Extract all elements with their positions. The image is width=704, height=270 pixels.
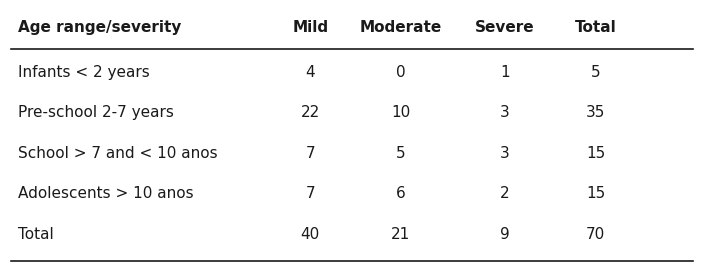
Text: 70: 70 [586,227,605,242]
Text: 3: 3 [500,146,510,161]
Text: 9: 9 [500,227,510,242]
Text: 4: 4 [306,65,315,80]
Text: Infants < 2 years: Infants < 2 years [18,65,150,80]
Text: 6: 6 [396,186,406,201]
Text: 5: 5 [396,146,406,161]
Text: 35: 35 [586,105,605,120]
Text: 3: 3 [500,105,510,120]
Text: Moderate: Moderate [360,20,442,35]
Text: Total: Total [18,227,54,242]
Text: Severe: Severe [475,20,535,35]
Text: 0: 0 [396,65,406,80]
Text: 22: 22 [301,105,320,120]
Text: 15: 15 [586,186,605,201]
Text: 10: 10 [391,105,410,120]
Text: 15: 15 [586,146,605,161]
Text: Age range/severity: Age range/severity [18,20,182,35]
Text: 1: 1 [501,65,510,80]
Text: School > 7 and < 10 anos: School > 7 and < 10 anos [18,146,218,161]
Text: Pre-school 2-7 years: Pre-school 2-7 years [18,105,174,120]
Text: 21: 21 [391,227,410,242]
Text: 40: 40 [301,227,320,242]
Text: 5: 5 [591,65,601,80]
Text: 7: 7 [306,146,315,161]
Text: 2: 2 [501,186,510,201]
Text: Adolescents > 10 anos: Adolescents > 10 anos [18,186,194,201]
Text: Mild: Mild [292,20,328,35]
Text: Total: Total [574,20,617,35]
Text: 7: 7 [306,186,315,201]
